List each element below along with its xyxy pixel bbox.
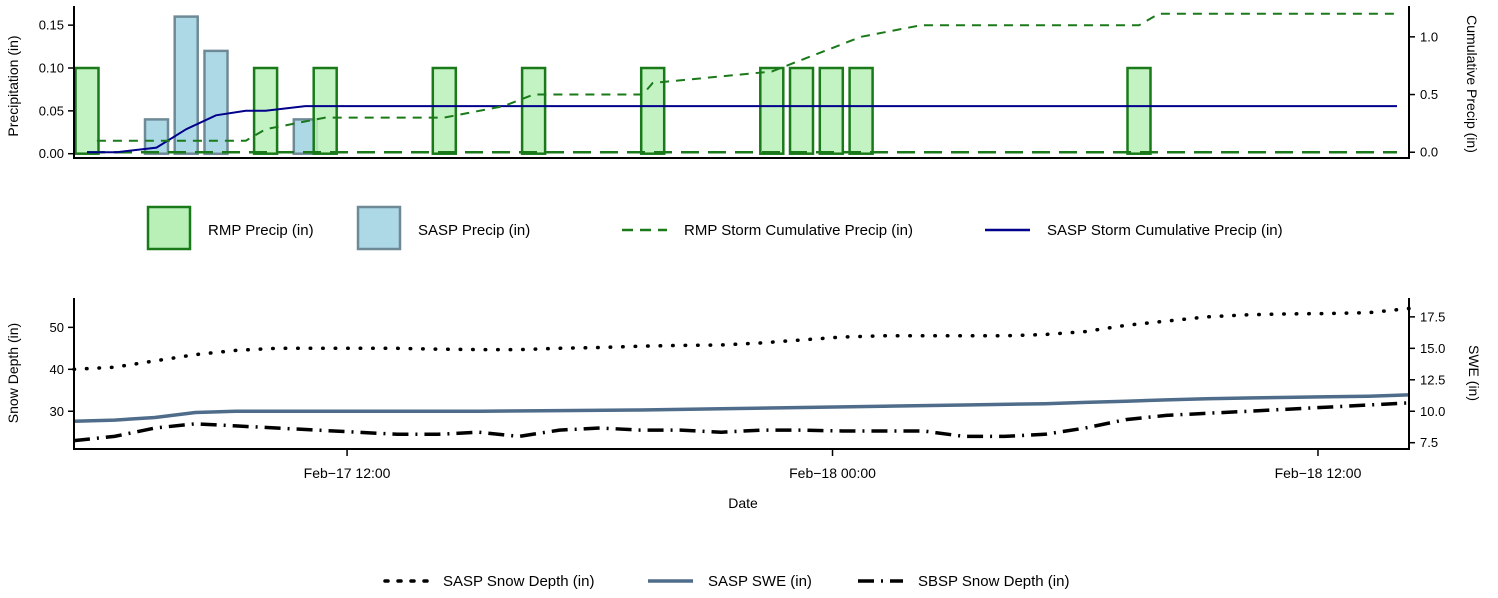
date-tick-label: Feb−17 12:00 bbox=[304, 465, 391, 481]
precip-y-tick-label: 0.15 bbox=[39, 18, 64, 33]
snow-ticks: 30 40 50 7.5 10.0 12.5 15.0 17.5 Feb−17 12:00 Feb… bbox=[50, 309, 1446, 481]
snow-right-y-tick-label: 15.0 bbox=[1420, 341, 1445, 356]
legend-label-rmp-precip: RMP Precip (in) bbox=[208, 222, 314, 239]
rmp-precip-bar bbox=[818, 66, 845, 155]
snow-right-y-tick-label: 17.5 bbox=[1420, 309, 1445, 324]
snow-right-y-tick-label: 10.0 bbox=[1420, 404, 1445, 419]
snow-right-y-tick-label: 7.5 bbox=[1420, 435, 1438, 450]
rmp-precip-bar bbox=[520, 66, 547, 155]
date-tick-label: Feb−18 12:00 bbox=[1275, 465, 1362, 481]
cumulative-precip-lines bbox=[87, 12, 1397, 154]
rmp-precip-bar bbox=[759, 66, 785, 155]
rmp-precip-bar bbox=[848, 66, 874, 155]
rmp-precip-bar bbox=[788, 66, 815, 155]
snow-x-axis-label: Date bbox=[728, 495, 758, 511]
precip-axes bbox=[73, 6, 1410, 159]
precip-y-tick-label: 0.05 bbox=[39, 103, 64, 118]
sasp-cumulative-line bbox=[87, 105, 1397, 154]
rmp-precip-bar bbox=[639, 66, 666, 155]
snow-right-y-tick-label: 12.5 bbox=[1420, 372, 1445, 387]
precip-y-tick-label: 0.10 bbox=[39, 61, 64, 76]
snow-y-tick-label: 40 bbox=[50, 362, 64, 377]
legend-swatch-sasp-precip bbox=[356, 205, 402, 251]
sasp-swe-line bbox=[73, 393, 1410, 424]
rmp-cumulative-line bbox=[96, 12, 1397, 142]
snow-y-tick-label: 50 bbox=[50, 320, 64, 335]
legend-label-sasp-precip: SASP Precip (in) bbox=[418, 222, 530, 239]
rmp-precip-bar bbox=[312, 66, 338, 155]
sasp-depth-line bbox=[72, 306, 1411, 372]
snow-lines bbox=[72, 306, 1411, 443]
snow-y-tick-label: 30 bbox=[50, 404, 64, 419]
legend-swatch-rmp-precip bbox=[146, 205, 192, 251]
precip-y-tick-label: 0.00 bbox=[39, 146, 64, 161]
legend-label-sbsp-depth: SBSP Snow Depth (in) bbox=[918, 573, 1069, 590]
precip-y-axis-label: Precipitation (in) bbox=[5, 35, 21, 136]
precip-right-y-tick-label: 0.0 bbox=[1420, 145, 1438, 160]
rmp-precip-bar bbox=[74, 66, 100, 155]
legend-label-sasp-depth: SASP Snow Depth (in) bbox=[443, 573, 594, 590]
rmp-precip-bar bbox=[1126, 66, 1152, 155]
legend-label-sasp-cumulative: SASP Storm Cumulative Precip (in) bbox=[1047, 222, 1283, 239]
precip-right-y-axis-label: Cumulative Precip (in) bbox=[1464, 15, 1480, 153]
precip-ticks: 0.00 0.05 0.10 0.15 0.0 0.5 1.0 bbox=[39, 18, 1438, 162]
precip-bars bbox=[74, 15, 1152, 156]
snow-y-axis-label: Snow Depth (in) bbox=[5, 323, 21, 423]
precip-right-y-tick-label: 1.0 bbox=[1420, 29, 1438, 44]
sasp-precip-bar bbox=[173, 15, 199, 155]
legend-label-rmp-cumulative: RMP Storm Cumulative Precip (in) bbox=[684, 222, 913, 239]
sasp-precip-bar bbox=[203, 49, 229, 156]
legend-label-sasp-swe: SASP SWE (in) bbox=[708, 573, 812, 590]
snow-legend: SASP Snow Depth (in) SASP SWE (in) SBSP … bbox=[383, 573, 1069, 590]
snow-right-y-axis-label: SWE (in) bbox=[1466, 345, 1482, 401]
precip-right-y-tick-label: 0.5 bbox=[1420, 87, 1438, 102]
rmp-precip-bar bbox=[431, 66, 458, 155]
snow-axes bbox=[73, 298, 1410, 450]
precip-legend: RMP Precip (in) SASP Precip (in) RMP Sto… bbox=[146, 205, 1283, 251]
date-tick-label: Feb−18 00:00 bbox=[789, 465, 876, 481]
